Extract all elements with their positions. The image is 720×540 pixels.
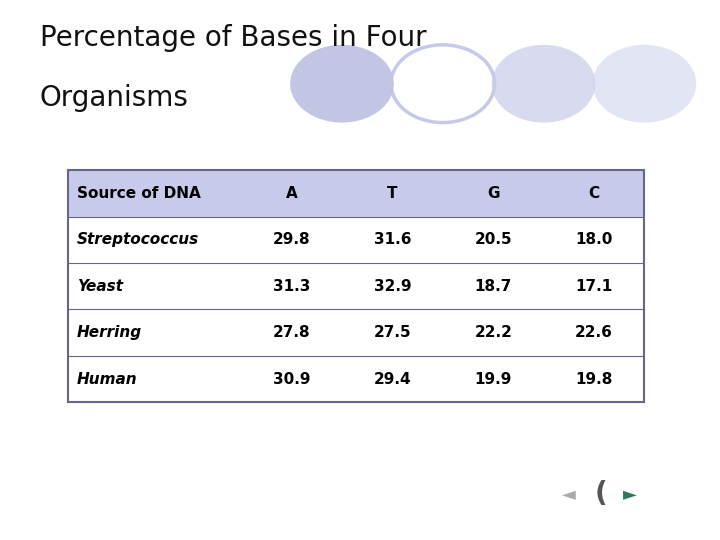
Circle shape [492, 45, 595, 123]
Text: 17.1: 17.1 [575, 279, 613, 294]
Circle shape [290, 45, 394, 123]
Circle shape [593, 45, 696, 123]
Text: A: A [286, 186, 297, 201]
Text: 27.8: 27.8 [273, 325, 310, 340]
Text: T: T [387, 186, 397, 201]
Text: 18.7: 18.7 [474, 279, 512, 294]
Bar [68, 263, 644, 309]
Text: 18.0: 18.0 [575, 232, 613, 247]
Text: 22.2: 22.2 [474, 325, 512, 340]
Bar [68, 170, 644, 402]
Text: Organisms: Organisms [40, 84, 189, 112]
Text: Herring: Herring [77, 325, 142, 340]
Bar [68, 170, 644, 217]
Text: 19.9: 19.9 [474, 372, 512, 387]
Text: 29.4: 29.4 [374, 372, 411, 387]
Text: ◄: ◄ [562, 485, 576, 503]
Text: 30.9: 30.9 [273, 372, 310, 387]
Text: ►: ► [623, 485, 637, 503]
Bar [68, 309, 644, 356]
Text: 31.3: 31.3 [273, 279, 310, 294]
Bar [68, 217, 644, 263]
Text: 32.9: 32.9 [374, 279, 411, 294]
Text: 31.6: 31.6 [374, 232, 411, 247]
Text: (: ( [595, 480, 608, 508]
Text: 20.5: 20.5 [474, 232, 512, 247]
Text: Percentage of Bases in Four: Percentage of Bases in Four [40, 24, 426, 52]
Text: 27.5: 27.5 [374, 325, 411, 340]
Text: Streptococcus: Streptococcus [77, 232, 199, 247]
Text: Human: Human [77, 372, 138, 387]
Text: C: C [588, 186, 600, 201]
Text: 19.8: 19.8 [575, 372, 613, 387]
Text: Source of DNA: Source of DNA [77, 186, 201, 201]
Text: G: G [487, 186, 500, 201]
Bar [68, 356, 644, 402]
Text: 29.8: 29.8 [273, 232, 310, 247]
Text: Yeast: Yeast [77, 279, 123, 294]
Text: 22.6: 22.6 [575, 325, 613, 340]
